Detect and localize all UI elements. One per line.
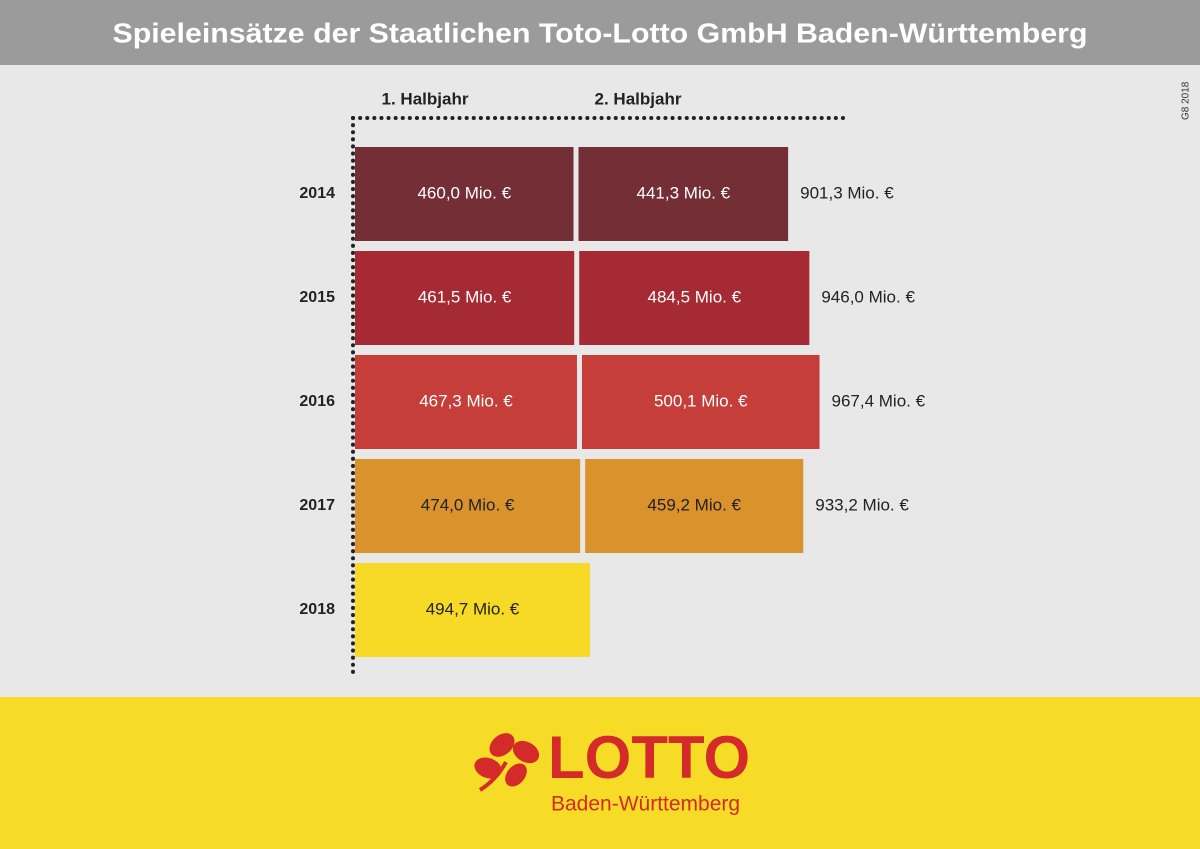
bar — [581, 355, 820, 449]
y-tick-label: 2015 — [299, 289, 335, 306]
bar — [355, 251, 575, 345]
data-label: 460,0 Mio. € — [417, 183, 511, 202]
total-label: 946,0 Mio. € — [821, 287, 915, 306]
data-label: 461,5 Mio. € — [418, 287, 512, 306]
data-label: 500,1 Mio. € — [654, 391, 748, 410]
data-label: 459,2 Mio. € — [647, 495, 741, 514]
footer-bar — [0, 697, 1200, 849]
data-label: 441,3 Mio. € — [637, 183, 731, 202]
total-label: 967,4 Mio. € — [832, 391, 926, 410]
bar — [355, 459, 581, 553]
bar — [585, 459, 804, 553]
data-label: 467,3 Mio. € — [419, 391, 513, 410]
header-bar — [0, 0, 1200, 65]
bar — [355, 147, 574, 241]
data-label: 484,5 Mio. € — [648, 287, 742, 306]
legend-label: 1. Halbjahr — [382, 89, 469, 108]
bar — [579, 251, 810, 345]
side-note: G8 2018 — [1181, 81, 1192, 120]
logo-clover — [474, 733, 540, 792]
logo-subtext: Baden-Württemberg — [551, 793, 740, 816]
y-tick-label: 2018 — [299, 601, 335, 618]
bar — [355, 563, 590, 657]
total-label: 901,3 Mio. € — [800, 183, 894, 202]
logo-text: LOTTO — [548, 724, 750, 791]
chart-title: Spieleinsätze der Staatlichen Toto-Lotto… — [113, 17, 1088, 48]
bar — [355, 355, 577, 449]
y-tick-label: 2016 — [299, 393, 335, 410]
legend-label: 2. Halbjahr — [595, 89, 682, 108]
data-label: 474,0 Mio. € — [421, 495, 515, 514]
data-label: 494,7 Mio. € — [426, 599, 520, 618]
y-tick-label: 2017 — [299, 497, 335, 514]
bar — [578, 147, 789, 241]
total-label: 933,2 Mio. € — [815, 495, 909, 514]
y-tick-label: 2014 — [299, 185, 335, 202]
